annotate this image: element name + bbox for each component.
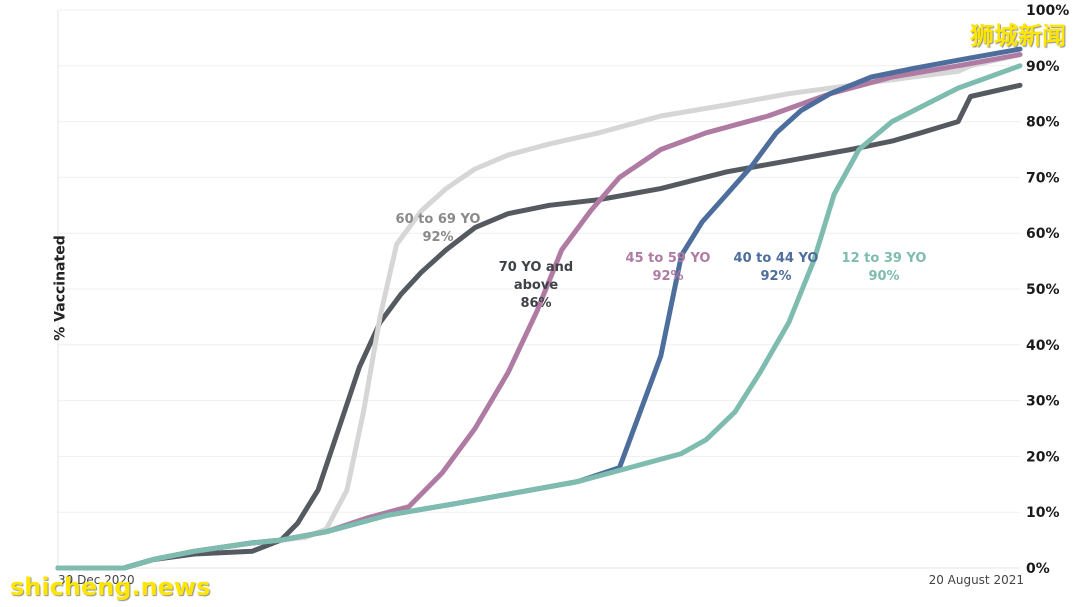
series-line: [55, 63, 1023, 571]
series-label: 70 YO and: [499, 260, 573, 275]
series-label: 45 to 59 YO: [626, 251, 711, 266]
y-tick-label: 50%: [1026, 282, 1060, 298]
y-tick-label: 0%: [1026, 561, 1050, 577]
x-axis-ticks: 30 Dec 2020 20 August 2021: [58, 573, 1024, 587]
y-axis-title: % Vaccinated: [52, 235, 69, 341]
series-label: 40 to 44 YO: [734, 251, 819, 266]
series-label: 60 to 69 YO: [396, 212, 481, 227]
series-label: 86%: [520, 296, 551, 311]
y-axis-ticks: 0% 10% 20% 30% 40% 50% 60% 70% 80% 90% 100%: [1026, 3, 1069, 577]
y-tick-label: 90%: [1026, 59, 1060, 75]
chart-series-lines: [55, 46, 1023, 571]
y-tick-label: 80%: [1026, 115, 1060, 131]
series-label: 90%: [868, 269, 899, 284]
y-tick-label: 30%: [1026, 394, 1060, 410]
series-line: [55, 82, 1023, 571]
y-tick-label: 40%: [1026, 338, 1060, 354]
y-tick-label: 70%: [1026, 170, 1060, 186]
y-tick-label: 20%: [1026, 449, 1060, 465]
watermark-bottom-left: shicheng.news: [10, 573, 211, 601]
series-labels: 70 YO and above 86% 60 to 69 YO 92% 45 to 59 …: [396, 212, 927, 311]
chart-grid: [57, 9, 1020, 569]
series-label: 92%: [422, 230, 453, 245]
x-tick-label: 30 Dec 2020: [58, 573, 135, 587]
watermark-top-right: 狮城新闻: [970, 22, 1066, 50]
series-label: 92%: [760, 269, 791, 284]
x-tick-label: 20 August 2021: [929, 573, 1024, 587]
y-tick-label: 60%: [1026, 226, 1060, 242]
series-label: above: [514, 278, 558, 293]
y-tick-label: 100%: [1026, 3, 1069, 19]
series-label: 12 to 39 YO: [842, 251, 927, 266]
y-tick-label: 10%: [1026, 505, 1060, 521]
series-label: 92%: [652, 269, 683, 284]
